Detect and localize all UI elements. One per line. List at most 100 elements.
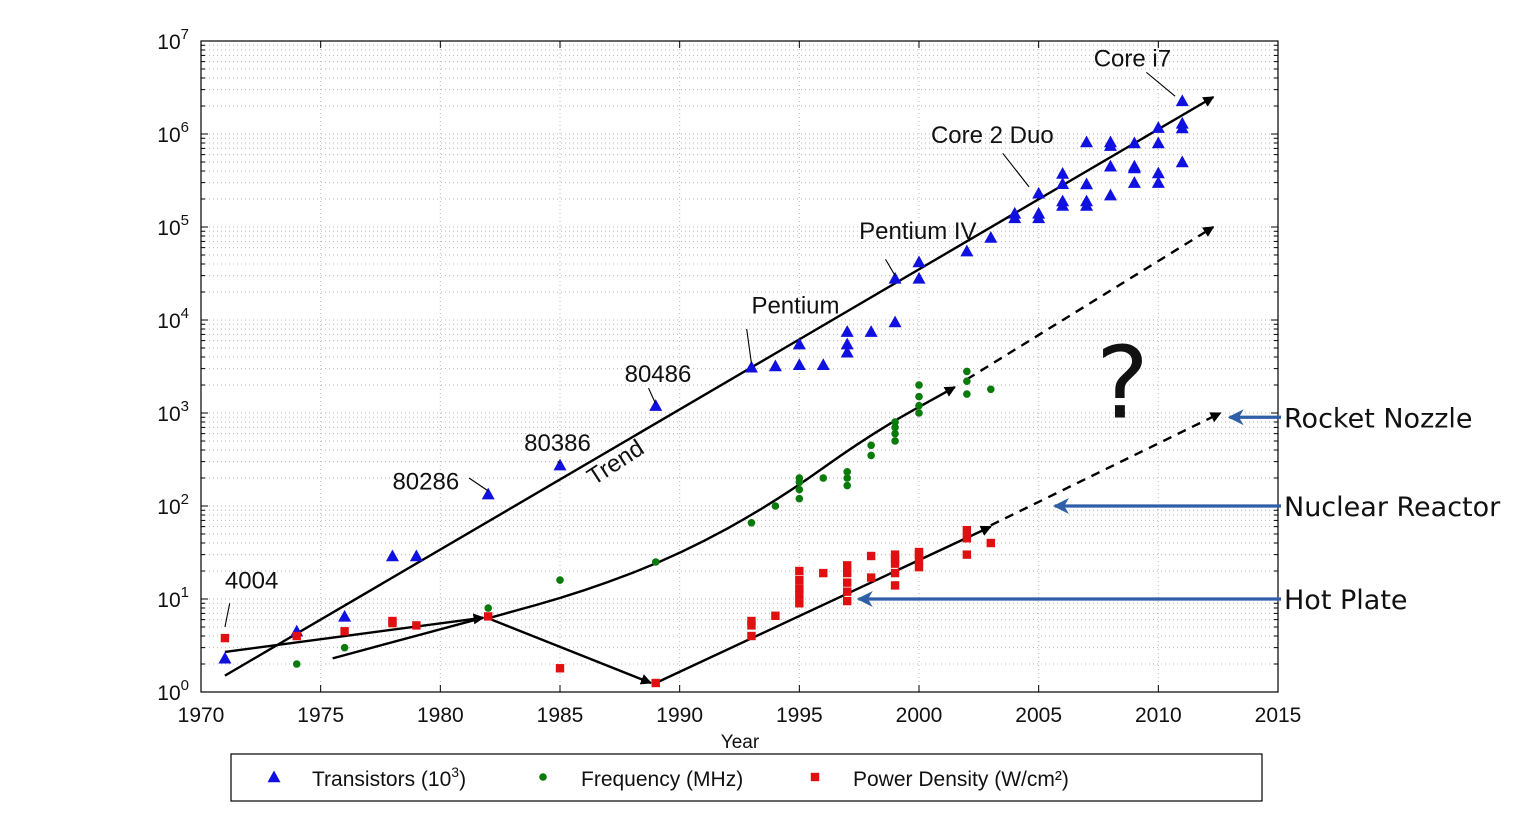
annotation-leader [648, 387, 657, 405]
data-point [553, 458, 567, 471]
data-point [292, 660, 301, 668]
data-point [747, 518, 756, 527]
legend-entry: Transistors (103) [312, 764, 466, 791]
annotation-leader [468, 477, 489, 492]
data-point [388, 616, 397, 626]
data-point [651, 678, 660, 688]
data-point [843, 568, 852, 578]
side-labels: Rocket Nozzle Nuclear Reactor Hot Plate [856, 403, 1501, 616]
data-point [914, 556, 924, 565]
data-point [890, 554, 900, 564]
data-point [1151, 121, 1165, 133]
data-point [220, 633, 230, 643]
y-tick-label: 105 [157, 212, 189, 240]
data-point [962, 525, 972, 535]
data-point [960, 244, 974, 257]
legend-frame [230, 753, 1263, 802]
chip-annotations: 4004 80286 80386 80486 Pentium Pentium IV Core… [224, 46, 1176, 628]
data-point [649, 399, 663, 411]
x-tick-label: 2005 [1015, 704, 1062, 727]
legend-entry-text: Power Density (W/cm²) [853, 768, 1069, 791]
legend-entry-text: Transistors (10 [312, 768, 451, 791]
data-point [986, 538, 995, 548]
y-tick-exponent: 4 [181, 305, 189, 322]
y-tick-label: 101 [157, 584, 189, 612]
data-point [218, 651, 232, 664]
data-point [795, 566, 804, 576]
data-point [843, 474, 851, 482]
data-point [890, 559, 900, 568]
data-point [914, 562, 924, 572]
trend-line [990, 411, 1222, 527]
data-point [555, 664, 565, 673]
data-point [795, 494, 804, 503]
data-point [890, 581, 900, 590]
legend-entry-tail: ) [459, 768, 466, 791]
legend-marker [539, 773, 547, 781]
data-point [984, 231, 998, 243]
data-point [987, 385, 995, 394]
data-point [484, 604, 493, 612]
data-point [890, 568, 900, 578]
y-tick-exponent: 2 [181, 491, 189, 508]
chip-label: 80386 [524, 430, 591, 457]
chip-label: 80486 [625, 361, 692, 388]
data-point [747, 621, 756, 630]
y-tick-label: 104 [157, 305, 189, 333]
chip-label: Core 2 Duo [931, 122, 1054, 149]
data-point [867, 441, 875, 450]
x-axis-label: Year [721, 732, 760, 753]
data-point [816, 358, 830, 370]
trend-curve [487, 386, 956, 620]
annotation-leader [224, 603, 231, 628]
data-point [840, 345, 854, 358]
data-points [218, 94, 1189, 688]
y-tick-label: 103 [157, 398, 189, 426]
data-point [914, 547, 924, 557]
data-point [1103, 188, 1117, 201]
data-point [556, 576, 564, 584]
data-point [1103, 139, 1117, 151]
data-point [484, 612, 493, 621]
y-tick-base: 10 [157, 310, 180, 333]
data-point [412, 621, 421, 630]
data-point [1080, 135, 1094, 148]
y-tick-exponent: 1 [181, 584, 189, 601]
data-point [1103, 159, 1117, 172]
data-point [819, 474, 828, 482]
data-point [867, 451, 875, 460]
legend-marker [267, 770, 281, 783]
data-point [866, 551, 876, 561]
legend: Transistors (103) Frequency (MHz) Power De… [230, 753, 1263, 802]
data-point [747, 616, 756, 626]
data-point [1175, 94, 1189, 107]
data-point [888, 271, 902, 284]
y-tick-exponent: 3 [181, 398, 189, 415]
annotation-leader [1002, 152, 1030, 188]
x-tick-label: 1980 [417, 704, 464, 727]
y-tick-base: 10 [157, 124, 180, 147]
data-point [890, 550, 900, 559]
chip-label: 80286 [392, 469, 459, 496]
x-tick-label: 2015 [1255, 704, 1302, 727]
data-point [1080, 194, 1094, 207]
data-point [843, 578, 852, 587]
y-tick-base: 10 [157, 217, 180, 240]
data-point [771, 611, 780, 620]
data-point [963, 367, 971, 376]
data-point [385, 549, 399, 562]
y-tick-exponent: 6 [181, 119, 189, 136]
x-tick-label: 1990 [656, 704, 703, 727]
series-square [220, 525, 995, 688]
data-point [795, 474, 804, 482]
trend-line [487, 617, 652, 685]
data-point [915, 409, 923, 417]
chip-label: Pentium IV [859, 218, 976, 245]
data-point [1175, 121, 1189, 134]
y-tick-label: 100 [157, 677, 189, 705]
data-point [481, 487, 495, 500]
y-tick-label: 107 [157, 26, 189, 54]
question-mark: ? [1096, 324, 1149, 441]
